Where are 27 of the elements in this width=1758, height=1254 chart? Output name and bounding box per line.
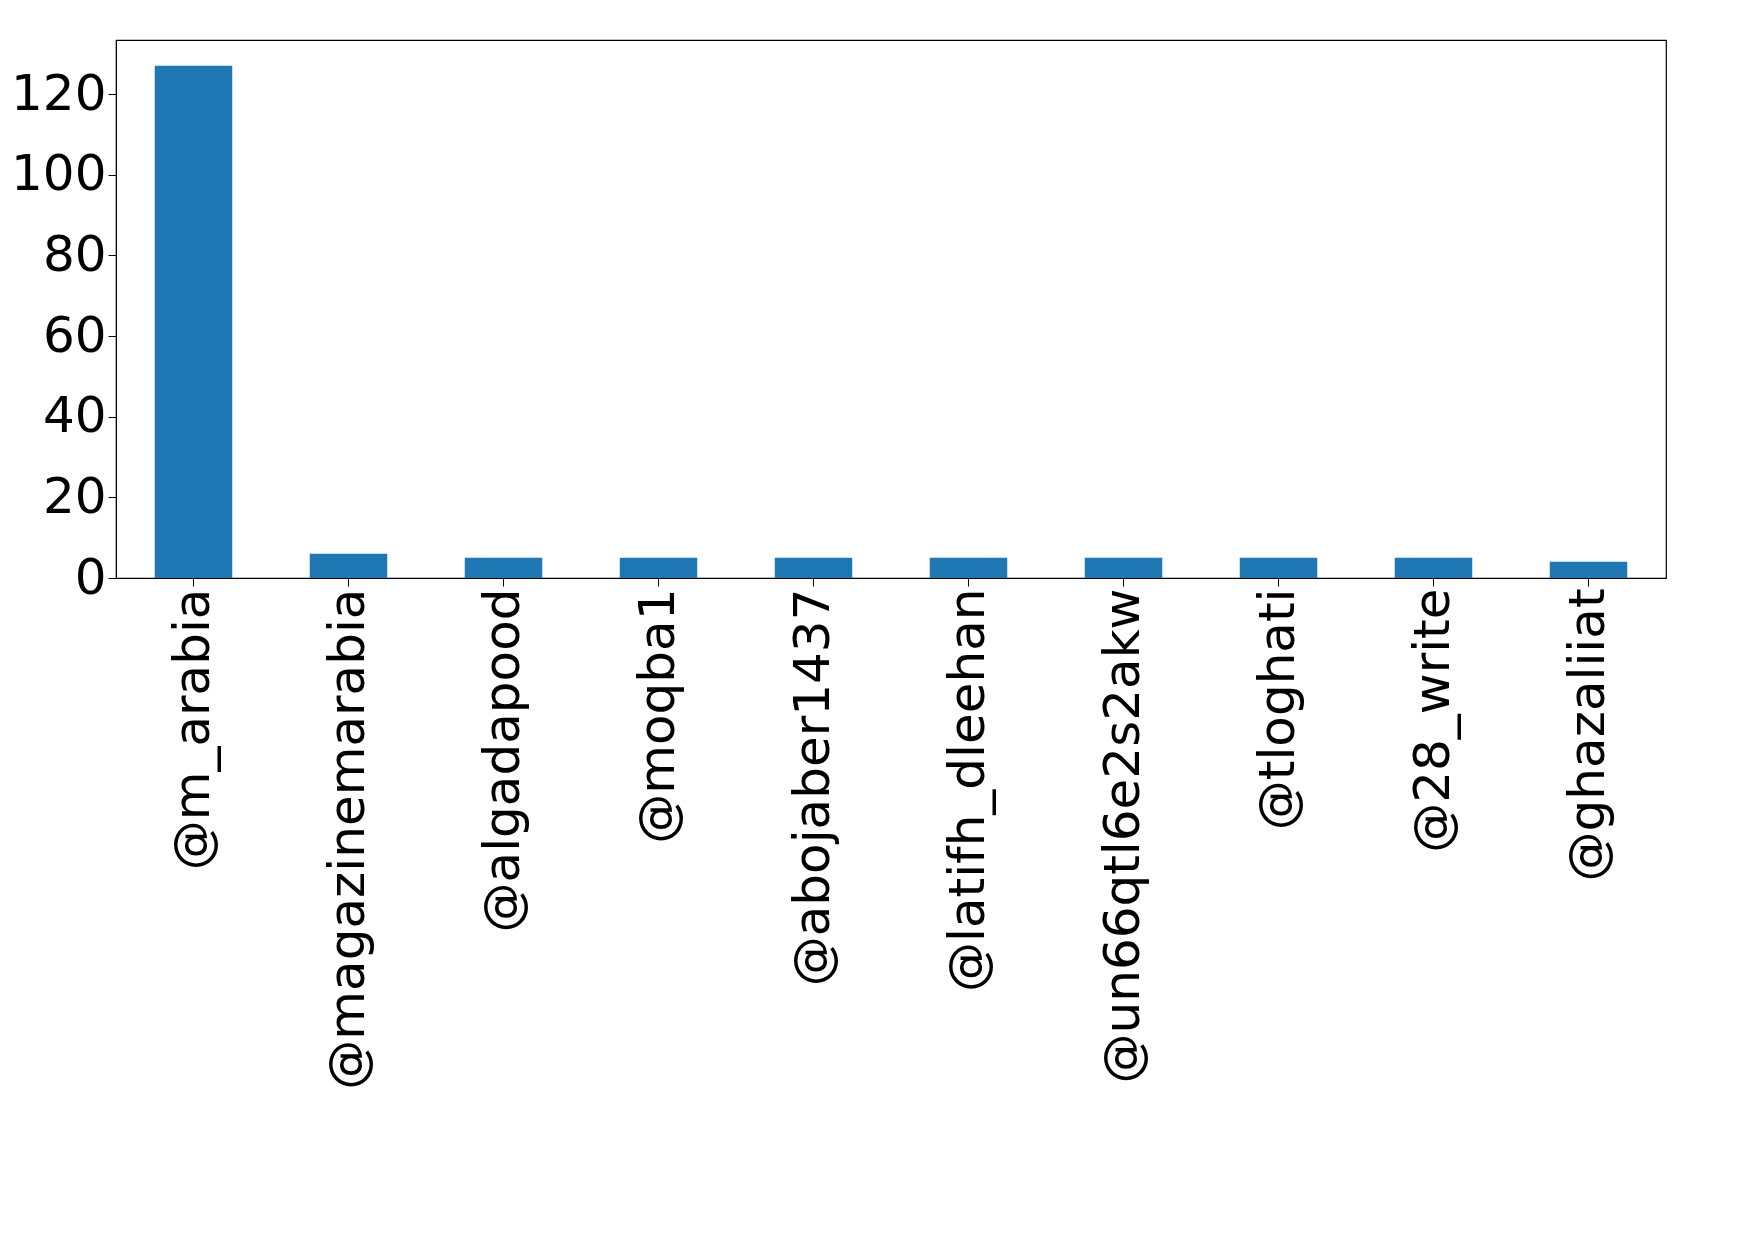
bar [929, 557, 1008, 578]
bar [1239, 557, 1318, 578]
x-tick-label: @tloghati [1247, 588, 1306, 831]
x-tick-label: @moqba1 [627, 588, 686, 844]
bar [154, 65, 233, 578]
x-tick-label: @ghazaliiat [1557, 588, 1616, 882]
y-tick-label: 100 [11, 144, 107, 203]
y-tick-label: 0 [74, 547, 107, 606]
bar [464, 557, 543, 578]
y-tick-label: 40 [42, 386, 107, 445]
x-tick-label: @abojaber1437 [782, 588, 841, 987]
bar [1084, 557, 1163, 578]
bar [309, 553, 388, 578]
y-tick-label: 60 [42, 305, 107, 364]
x-tick-label: @magazinemarabia [317, 588, 376, 1090]
x-tick-label: @algadapood [472, 588, 531, 933]
x-tick-label: @latifh_dleehan [937, 588, 996, 992]
x-tick-label: @un66qtl6e2s2akw [1092, 588, 1151, 1084]
bar [1549, 561, 1628, 578]
bar [774, 557, 853, 578]
x-tick-label: @m_arabia [162, 588, 221, 871]
x-tick-label: @28_write [1402, 588, 1461, 853]
bar [1394, 557, 1473, 578]
y-tick-label: 20 [42, 466, 107, 525]
bar [619, 557, 698, 578]
y-tick-label: 80 [42, 224, 107, 283]
y-tick-label: 120 [11, 63, 107, 122]
